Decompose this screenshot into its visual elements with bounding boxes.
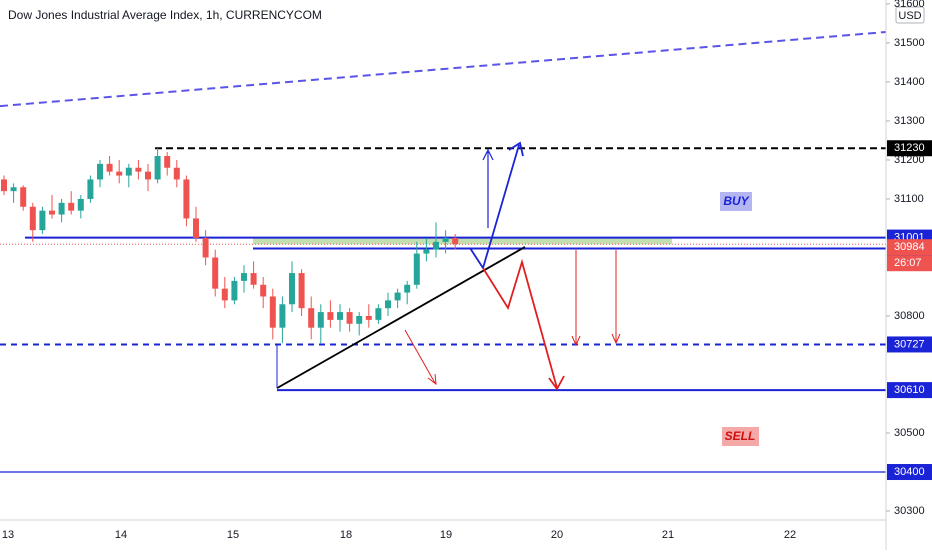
candle-body — [385, 300, 391, 309]
candle-body — [231, 280, 238, 301]
candle-body — [68, 202, 75, 211]
candle-body — [10, 187, 17, 192]
last-price-label-box — [887, 239, 932, 256]
candle-body — [1, 179, 7, 192]
currency-box — [895, 6, 925, 24]
candle-body — [298, 273, 305, 309]
y-tick-label: 30800 — [894, 310, 925, 322]
candle-body — [193, 218, 199, 238]
x-tick-label: 15 — [227, 529, 239, 541]
candle-body — [58, 202, 65, 215]
y-tick-label: 31200 — [894, 154, 925, 166]
candle-body — [404, 284, 411, 293]
candle-body — [183, 179, 190, 219]
candle-body — [39, 210, 46, 231]
price-axis — [886, 0, 932, 550]
axis-labels: 30300 30500 30800 31100 31200 31300 31400 31500… — [2, 0, 932, 541]
candle-body — [337, 312, 343, 320]
candle-body — [250, 273, 257, 285]
candle-body — [77, 198, 84, 211]
candle-body — [346, 312, 353, 324]
candle-body — [365, 315, 372, 320]
last-price-label: 30984 — [894, 241, 925, 253]
candle-body — [289, 273, 295, 305]
candle-body — [260, 284, 267, 297]
candle-body — [116, 171, 123, 176]
candle-body — [394, 292, 401, 301]
y-tick-label: 31100 — [894, 193, 924, 205]
candle-body — [442, 237, 449, 242]
y-tick-label: 31600 — [894, 0, 925, 10]
level-label: 30610 — [894, 384, 925, 396]
level-label: 31230 — [894, 142, 925, 154]
level-label: 30727 — [894, 338, 925, 350]
y-tick-label: 31300 — [894, 115, 925, 127]
candle-body — [308, 308, 315, 328]
candle-body — [423, 249, 430, 254]
y-tick-label: 30500 — [894, 427, 925, 439]
candle-body — [106, 163, 113, 172]
candle-body — [125, 167, 132, 176]
candle-body — [212, 257, 219, 289]
candle-body — [97, 163, 103, 180]
x-tick-label: 19 — [440, 529, 452, 541]
candle-body — [20, 187, 27, 207]
target-arrow — [571, 250, 581, 347]
sell-box — [722, 427, 759, 446]
trend-line — [0, 30, 887, 108]
x-tick-label: 22 — [784, 529, 796, 541]
candle-body — [356, 315, 363, 324]
candle-body — [327, 312, 334, 320]
candle-body — [154, 156, 161, 180]
level-label-box — [887, 336, 932, 353]
sell-arrow — [482, 258, 565, 391]
candle-body — [452, 237, 459, 245]
x-tick-label: 20 — [551, 529, 563, 541]
x-tick-label: 13 — [2, 529, 14, 541]
candle-body — [221, 288, 228, 301]
candle-body — [413, 253, 420, 285]
candle-body — [145, 171, 151, 180]
buy-arrow-thin — [482, 148, 494, 228]
level-label-box — [887, 464, 932, 481]
candle-body — [241, 273, 247, 281]
x-tick-label: 18 — [340, 529, 352, 541]
buy-label: BUY — [723, 194, 749, 208]
sell-label: SELL — [725, 429, 756, 443]
countdown-label: 26:07 — [894, 257, 922, 269]
candle-body — [135, 167, 142, 172]
candle-body — [87, 179, 94, 199]
arrows — [276, 141, 621, 391]
drop-arrow — [404, 329, 437, 386]
candle-body — [269, 296, 276, 328]
zone — [253, 237, 672, 245]
candle-body — [279, 304, 286, 328]
x-tick-label: 14 — [115, 529, 127, 541]
countdown-label-box — [887, 255, 932, 272]
y-tick-label: 30300 — [894, 505, 925, 517]
currency: USD — [898, 10, 921, 22]
candle-body — [29, 206, 36, 231]
level-label-box — [887, 382, 932, 399]
target-arrow — [611, 250, 621, 345]
candle-body — [317, 312, 324, 328]
level-label: 30400 — [894, 466, 925, 478]
candle-body — [433, 241, 439, 250]
x-tick-label: 21 — [662, 529, 674, 541]
y-tick-label: 31400 — [894, 76, 925, 88]
candle-body — [375, 308, 382, 320]
level-label-box — [887, 140, 932, 157]
candle-body — [49, 210, 55, 215]
y-tick-label: 31500 — [894, 37, 925, 49]
candle-body — [202, 237, 209, 258]
buy-box — [720, 192, 752, 211]
chart-title: Dow Jones Industrial Average Index, 1h, … — [8, 8, 322, 22]
candle-body — [173, 167, 180, 180]
candle-body — [164, 156, 171, 168]
